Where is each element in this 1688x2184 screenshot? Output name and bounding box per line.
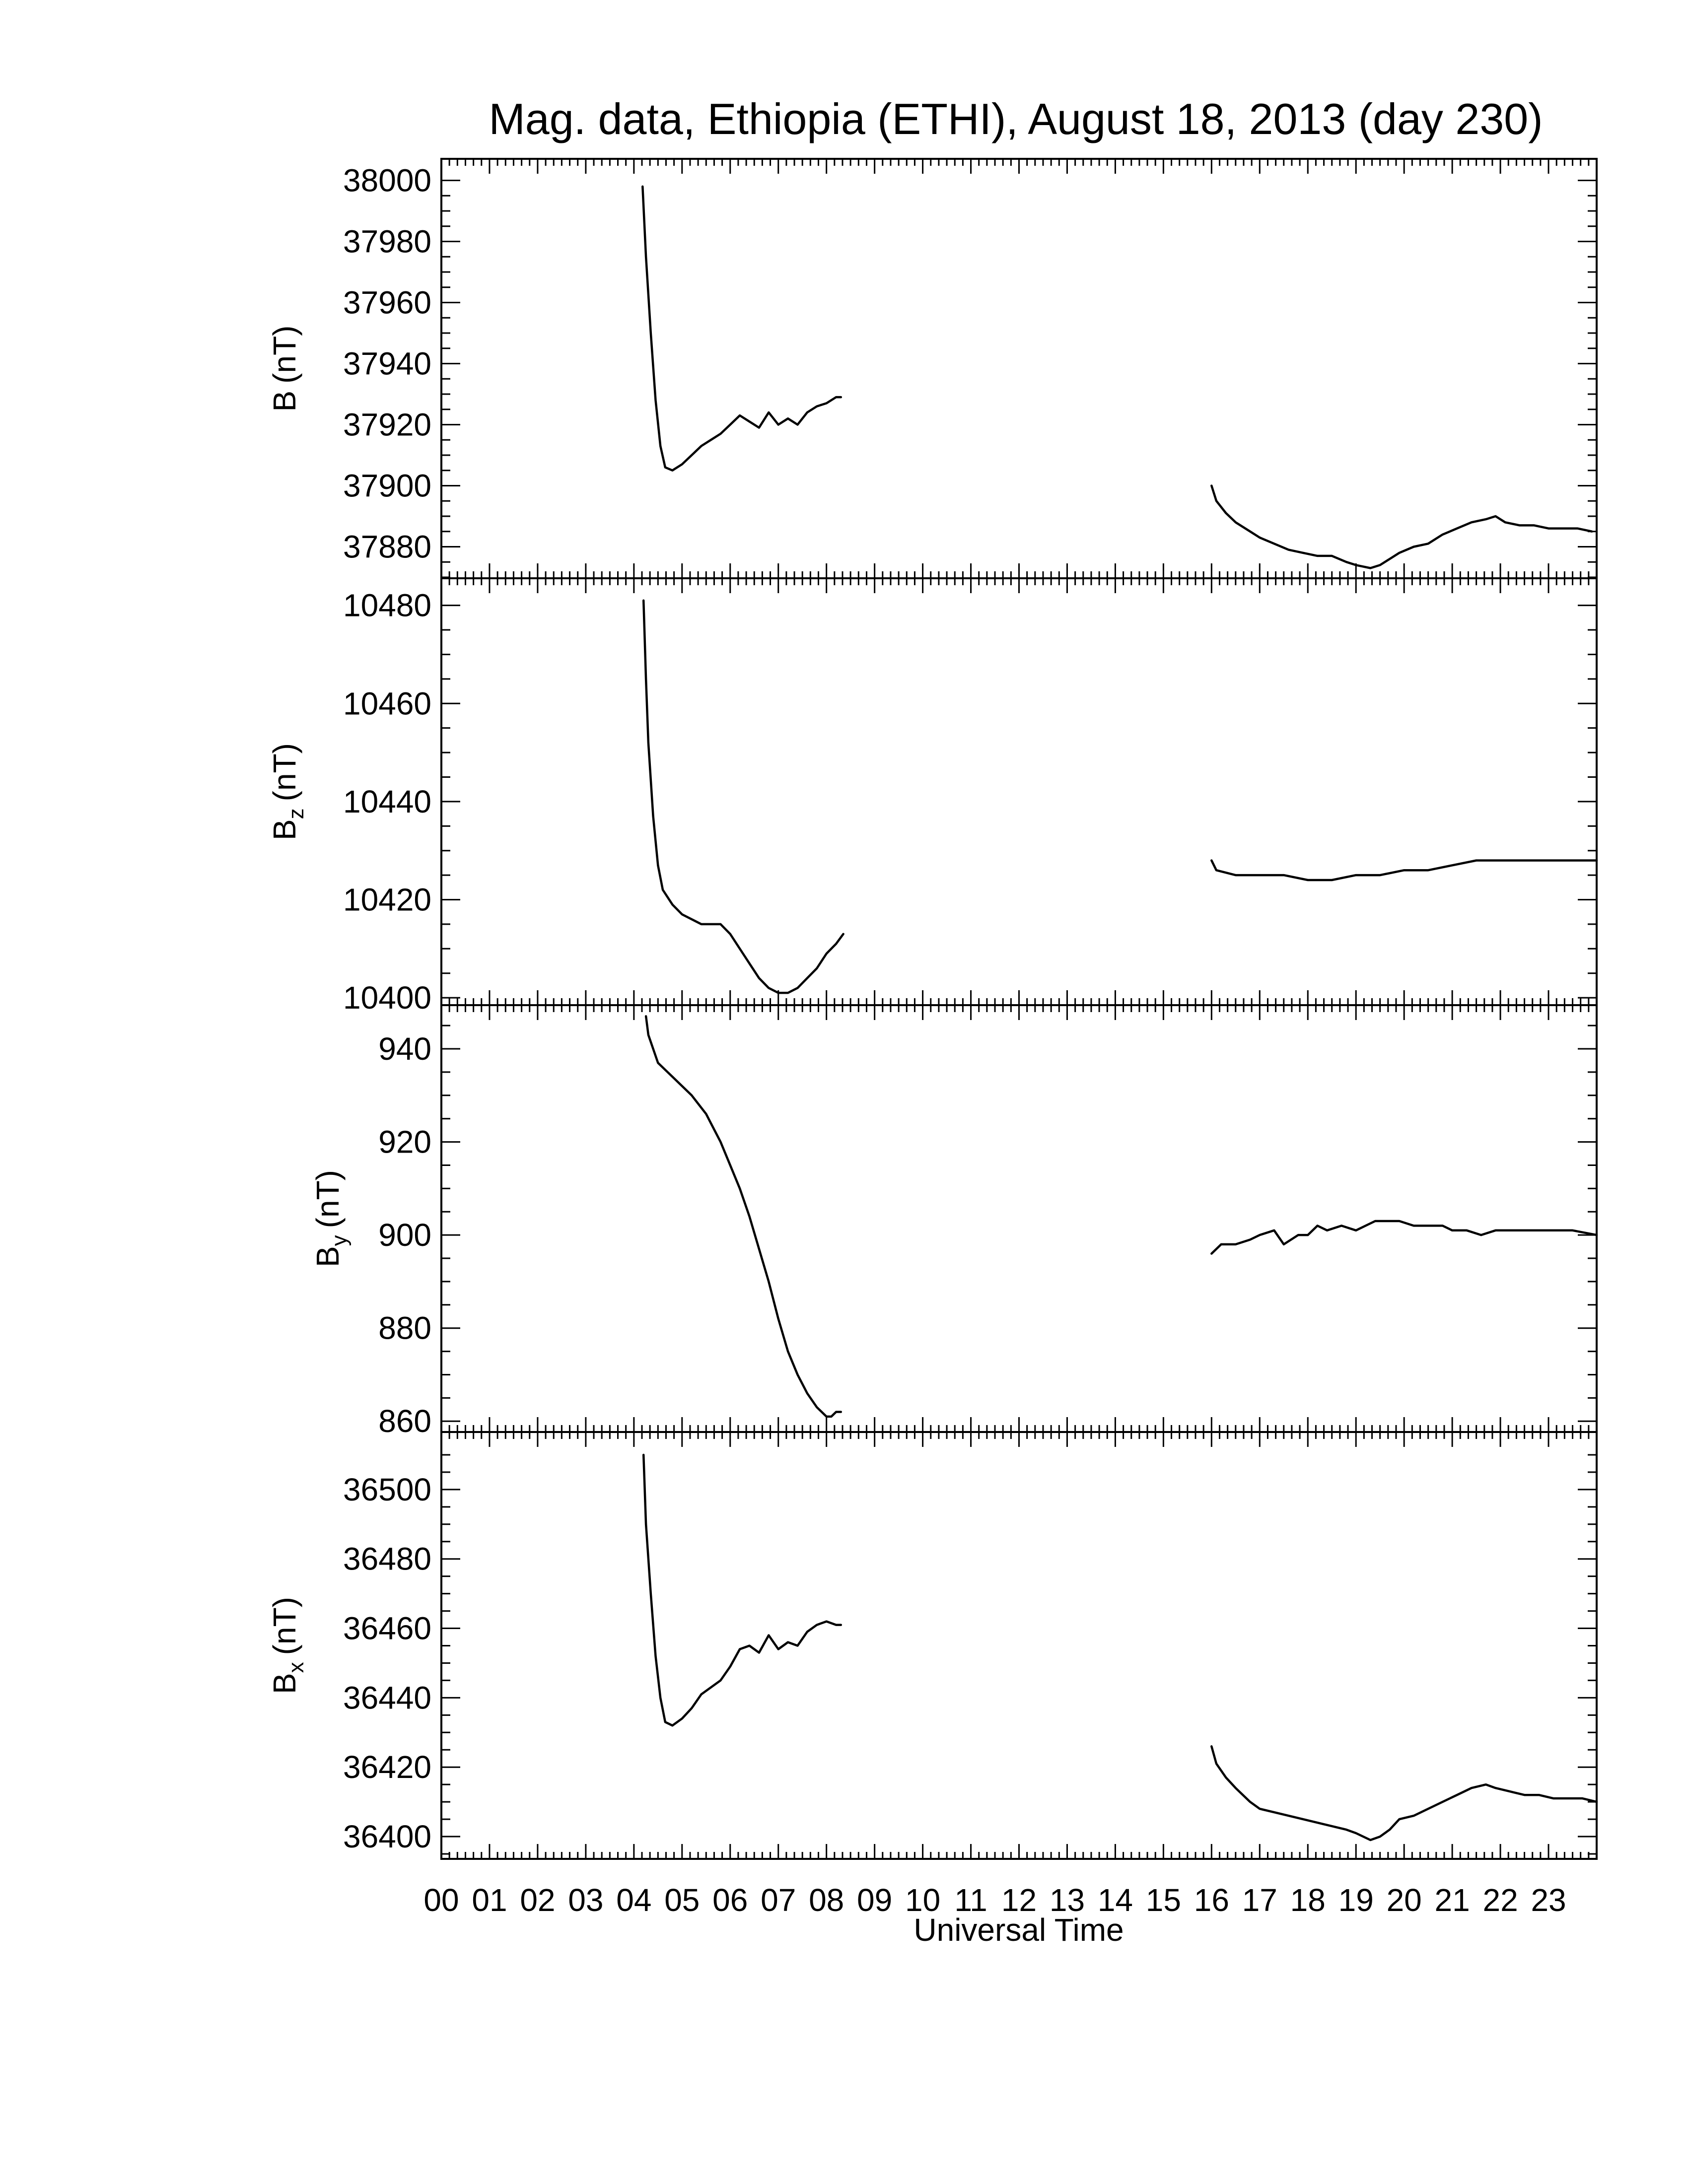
series-Bz-segment-2: [1210, 859, 1598, 882]
x-tick-label: 00: [423, 1882, 459, 1918]
y-tick-label: 37920: [343, 407, 431, 442]
series-Bx-segment-1: [642, 1453, 843, 1727]
y-tick-label: 37960: [343, 284, 431, 320]
y-axis-label-B: B(nT): [267, 326, 302, 412]
chart-title: Mag. data, Ethiopia (ETHI), August 18, 2…: [489, 94, 1543, 143]
x-tick-label: 04: [616, 1882, 651, 1918]
y-axis-label-Bz: Bz(nT): [267, 743, 308, 840]
x-tick-label: 13: [1050, 1882, 1085, 1918]
x-tick-label: 08: [809, 1882, 844, 1918]
panels-group: 37880 37900 37920 37940 37960 37980 38000 B(nT)…: [267, 158, 1598, 1860]
series-By-segment-1: [644, 1015, 843, 1418]
y-tick-label: 880: [378, 1310, 431, 1346]
y-tick-label: 37880: [343, 529, 431, 564]
x-tick-label: 16: [1194, 1882, 1229, 1918]
x-tick-label: 01: [472, 1882, 507, 1918]
y-tick-label: 37900: [343, 468, 431, 503]
y-tick-label: 900: [378, 1217, 431, 1253]
x-tick-label: 14: [1098, 1882, 1133, 1918]
y-tick-label: 940: [378, 1031, 431, 1067]
panel-Bx: 36400 36420 36440 36460 36480 36500 Bx(nT): [267, 1431, 1598, 1860]
x-tick-labels: 00 01 02 03 04 05 06 07 08 09 10 11 12 13 14 15 16 17 18 19…: [423, 1882, 1566, 1918]
y-tick-label: 10460: [343, 685, 431, 721]
x-tick-label: 12: [1001, 1882, 1037, 1918]
x-tick-label: 05: [664, 1882, 700, 1918]
x-tick-label: 02: [520, 1882, 555, 1918]
x-axis-label: Universal Time: [914, 1912, 1124, 1948]
y-tick-label: 10440: [343, 784, 431, 819]
x-tick-label: 23: [1531, 1882, 1566, 1918]
y-tick-label: 36460: [343, 1611, 431, 1646]
x-tick-label: 15: [1146, 1882, 1181, 1918]
y-tick-label: 10480: [343, 588, 431, 623]
y-tick-label: 36500: [343, 1472, 431, 1507]
x-tick-label: 20: [1387, 1882, 1422, 1918]
x-tick-label: 19: [1338, 1882, 1374, 1918]
panel-Bz: 10400 10420 10440 10460 10480 Bz(nT): [267, 577, 1598, 1016]
series-B-segment-1: [641, 185, 843, 472]
x-tick-label: 06: [712, 1882, 748, 1918]
y-tick-label: 36420: [343, 1749, 431, 1785]
y-tick-label: 37940: [343, 345, 431, 381]
x-tick-label: 22: [1482, 1882, 1518, 1918]
x-tick-label: 18: [1290, 1882, 1326, 1918]
y-axis-label-By: By(nT): [310, 1170, 352, 1267]
x-tick-label: 10: [905, 1882, 940, 1918]
x-tick-label: 03: [568, 1882, 603, 1918]
y-tick-label: 10420: [343, 882, 431, 918]
y-tick-label: 860: [378, 1403, 431, 1439]
y-tick-label: 37980: [343, 223, 431, 259]
x-tick-label: 07: [761, 1882, 796, 1918]
panel-B: 37880 37900 37920 37940 37960 37980 38000 B(nT): [267, 158, 1598, 579]
y-tick-label: 36480: [343, 1541, 431, 1577]
y-tick-label: 10400: [343, 980, 431, 1016]
x-tick-label: 09: [857, 1882, 892, 1918]
y-tick-label: 36400: [343, 1819, 431, 1854]
series-B-segment-2: [1210, 484, 1593, 569]
y-tick-label: 36440: [343, 1680, 431, 1715]
y-axis-label-Bx: Bx(nT): [267, 1597, 308, 1694]
y-tick-label: 920: [378, 1124, 431, 1160]
series-Bz-segment-1: [642, 599, 844, 994]
y-tick-label: 38000: [343, 162, 431, 198]
series-Bx-segment-2: [1210, 1745, 1598, 1842]
x-tick-label: 17: [1242, 1882, 1277, 1918]
series-By-segment-2: [1210, 1220, 1598, 1255]
x-tick-label: 21: [1435, 1882, 1470, 1918]
x-tick-label: 11: [954, 1882, 987, 1918]
